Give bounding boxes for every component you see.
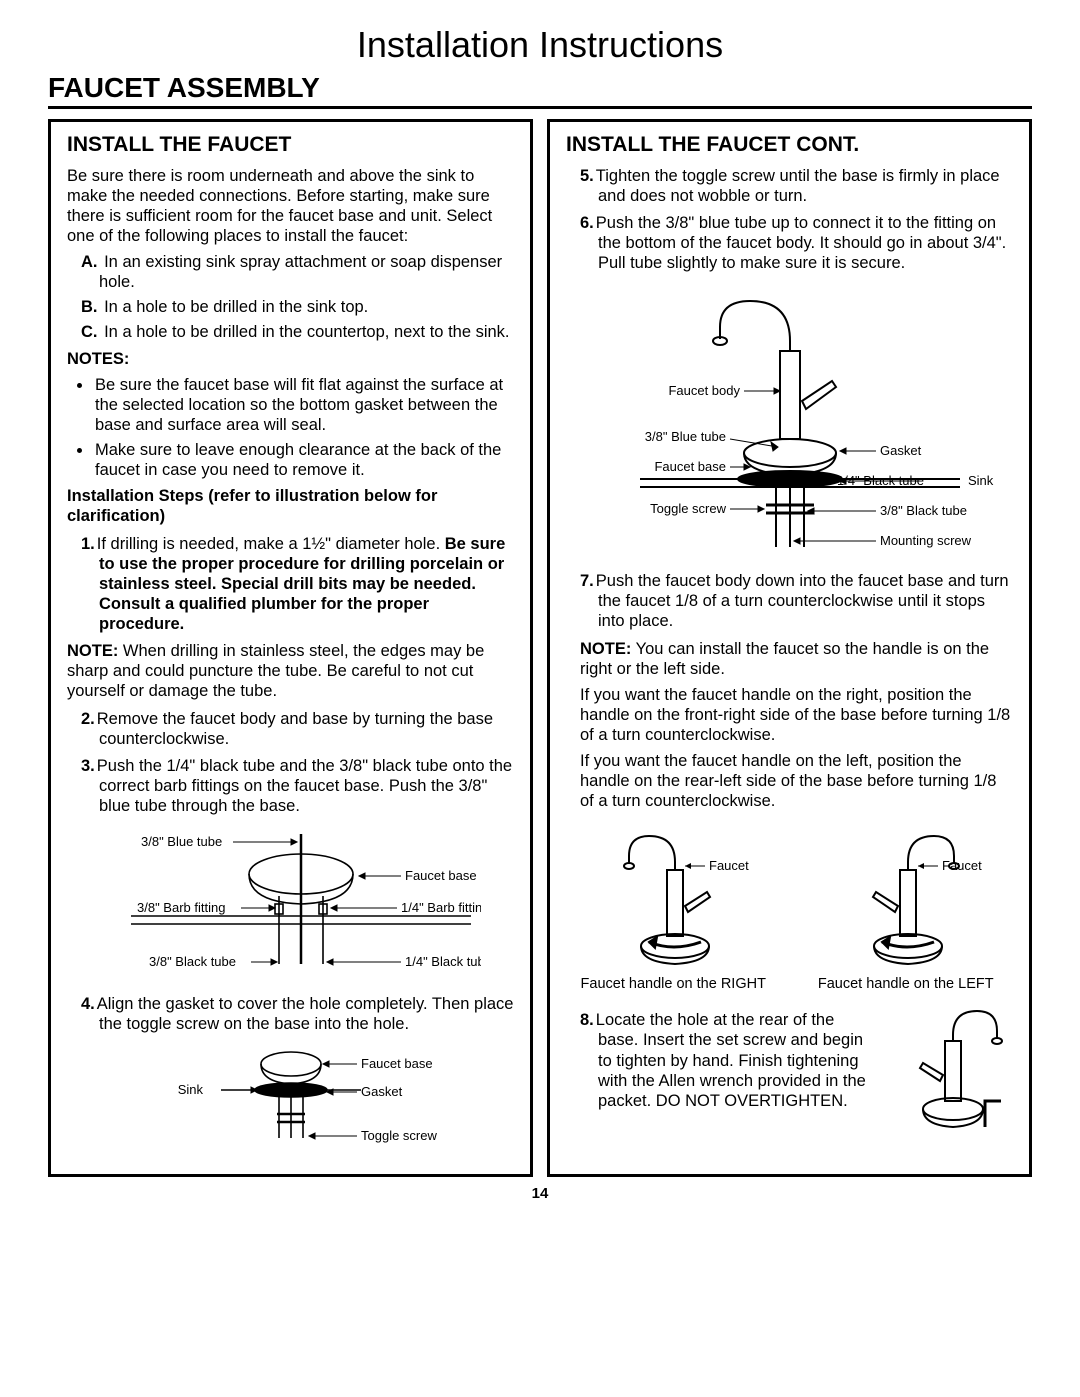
lbl-blue-tube: 3/8" Blue tube xyxy=(141,834,222,849)
step-8: 8.Locate the hole at the rear of the bas… xyxy=(580,1010,873,1111)
lbl2-sink: Sink xyxy=(177,1082,203,1097)
letter-list: A. In an existing sink spray attachment … xyxy=(67,252,514,343)
fig-handle-left: Faucet Faucet handle on the LEFT xyxy=(799,822,1014,994)
note-7: NOTE: You can install the faucet so the … xyxy=(580,639,1013,679)
figR-caption: Faucet handle on the RIGHT xyxy=(566,976,781,994)
left-column: INSTALL THE FAUCET Be sure there is room… xyxy=(48,119,533,1177)
diagram-base-tubes: 3/8" Blue tube Faucet base 3/8" Barb fit… xyxy=(101,824,481,984)
lbl-black38: 3/8" Black tube xyxy=(149,954,236,969)
step-6: 6.Push the 3/8" blue tube up to connect … xyxy=(580,213,1013,273)
lbl-barb14: 1/4" Barb fitting xyxy=(401,900,481,915)
steps-7: 7.Push the faucet body down into the fau… xyxy=(566,571,1013,631)
page-number: 14 xyxy=(48,1185,1032,1202)
diagram-allen xyxy=(883,999,1013,1139)
steps-list-left: 1.If drilling is needed, make a 1½" diam… xyxy=(67,534,514,635)
lbl3-blue: 3/8" Blue tube xyxy=(644,429,725,444)
lbl2-base: Faucet base xyxy=(361,1056,433,1071)
diagram-gasket-toggle: Faucet base Sink Gasket Toggle screw xyxy=(131,1042,451,1152)
two-column-layout: INSTALL THE FAUCET Be sure there is room… xyxy=(48,119,1032,1177)
letter-c: C. In a hole to be drilled in the counte… xyxy=(81,322,514,342)
lbl3-base: Faucet base xyxy=(654,459,726,474)
steps-5-6: 5.Tighten the toggle screw until the bas… xyxy=(566,166,1013,274)
steps-list-left-3: 4.Align the gasket to cover the hole com… xyxy=(67,994,514,1034)
lbl3-body: Faucet body xyxy=(668,383,740,398)
figR-label: Faucet xyxy=(709,858,749,873)
diagram-faucet-assembly: Faucet body 3/8" Blue tube Faucet base T… xyxy=(580,281,1000,561)
page-title: Installation Instructions xyxy=(48,24,1032,66)
lbl-black14: 1/4" Black tube xyxy=(405,954,481,969)
step-3: 3.Push the 1/4" black tube and the 3/8" … xyxy=(81,756,514,816)
step-2: 2.Remove the faucet body and base by tur… xyxy=(81,709,514,749)
right-heading: INSTALL THE FAUCET CONT. xyxy=(566,132,1013,158)
step-8-row: 8.Locate the hole at the rear of the bas… xyxy=(566,999,1013,1139)
para-handle-left: If you want the faucet handle on the lef… xyxy=(580,751,1013,811)
lbl3-b38: 3/8" Black tube xyxy=(880,503,967,518)
step-1: 1.If drilling is needed, make a 1½" diam… xyxy=(81,534,514,635)
lbl2-gasket: Gasket xyxy=(361,1084,403,1099)
section-title: FAUCET ASSEMBLY xyxy=(48,72,1032,109)
bullet-1: Be sure the faucet base will fit flat ag… xyxy=(93,375,514,435)
note-stainless: NOTE: When drilling in stainless steel, … xyxy=(67,641,514,701)
lbl3-sink: Sink xyxy=(968,473,994,488)
right-column: INSTALL THE FAUCET CONT. 5.Tighten the t… xyxy=(547,119,1032,1177)
left-heading: INSTALL THE FAUCET xyxy=(67,132,514,158)
dual-faucet-figures: Faucet Faucet handle on the RIGHT xyxy=(566,822,1013,994)
lbl3-toggle: Toggle screw xyxy=(650,501,726,516)
left-intro: Be sure there is room underneath and abo… xyxy=(67,166,514,247)
letter-a: A. In an existing sink spray attachment … xyxy=(81,252,514,292)
steps-list-left-2: 2.Remove the faucet body and base by tur… xyxy=(67,709,514,817)
lbl3-gasket: Gasket xyxy=(880,443,922,458)
notes-heading: NOTES: xyxy=(67,349,514,369)
step-4: 4.Align the gasket to cover the hole com… xyxy=(81,994,514,1034)
letter-b: B. In a hole to be drilled in the sink t… xyxy=(81,297,514,317)
para-handle-right: If you want the faucet handle on the rig… xyxy=(580,685,1013,745)
steps-heading: Installation Steps (refer to illustratio… xyxy=(67,486,514,526)
step-5: 5.Tighten the toggle screw until the bas… xyxy=(580,166,1013,206)
notes-bullets: Be sure the faucet base will fit flat ag… xyxy=(93,375,514,481)
bullet-2: Make sure to leave enough clearance at t… xyxy=(93,440,514,480)
lbl2-toggle: Toggle screw xyxy=(361,1128,437,1143)
lbl3-b14: 1/4" Black tube xyxy=(836,473,923,488)
steps-8: 8.Locate the hole at the rear of the bas… xyxy=(566,1003,873,1118)
step-7: 7.Push the faucet body down into the fau… xyxy=(580,571,1013,631)
figL-caption: Faucet handle on the LEFT xyxy=(799,976,1014,994)
lbl3-mount: Mounting screw xyxy=(880,533,972,548)
figL-label: Faucet xyxy=(942,858,982,873)
fig-handle-right: Faucet Faucet handle on the RIGHT xyxy=(566,822,781,994)
lbl-faucet-base: Faucet base xyxy=(405,868,477,883)
lbl-barb38: 3/8" Barb fitting xyxy=(137,900,225,915)
